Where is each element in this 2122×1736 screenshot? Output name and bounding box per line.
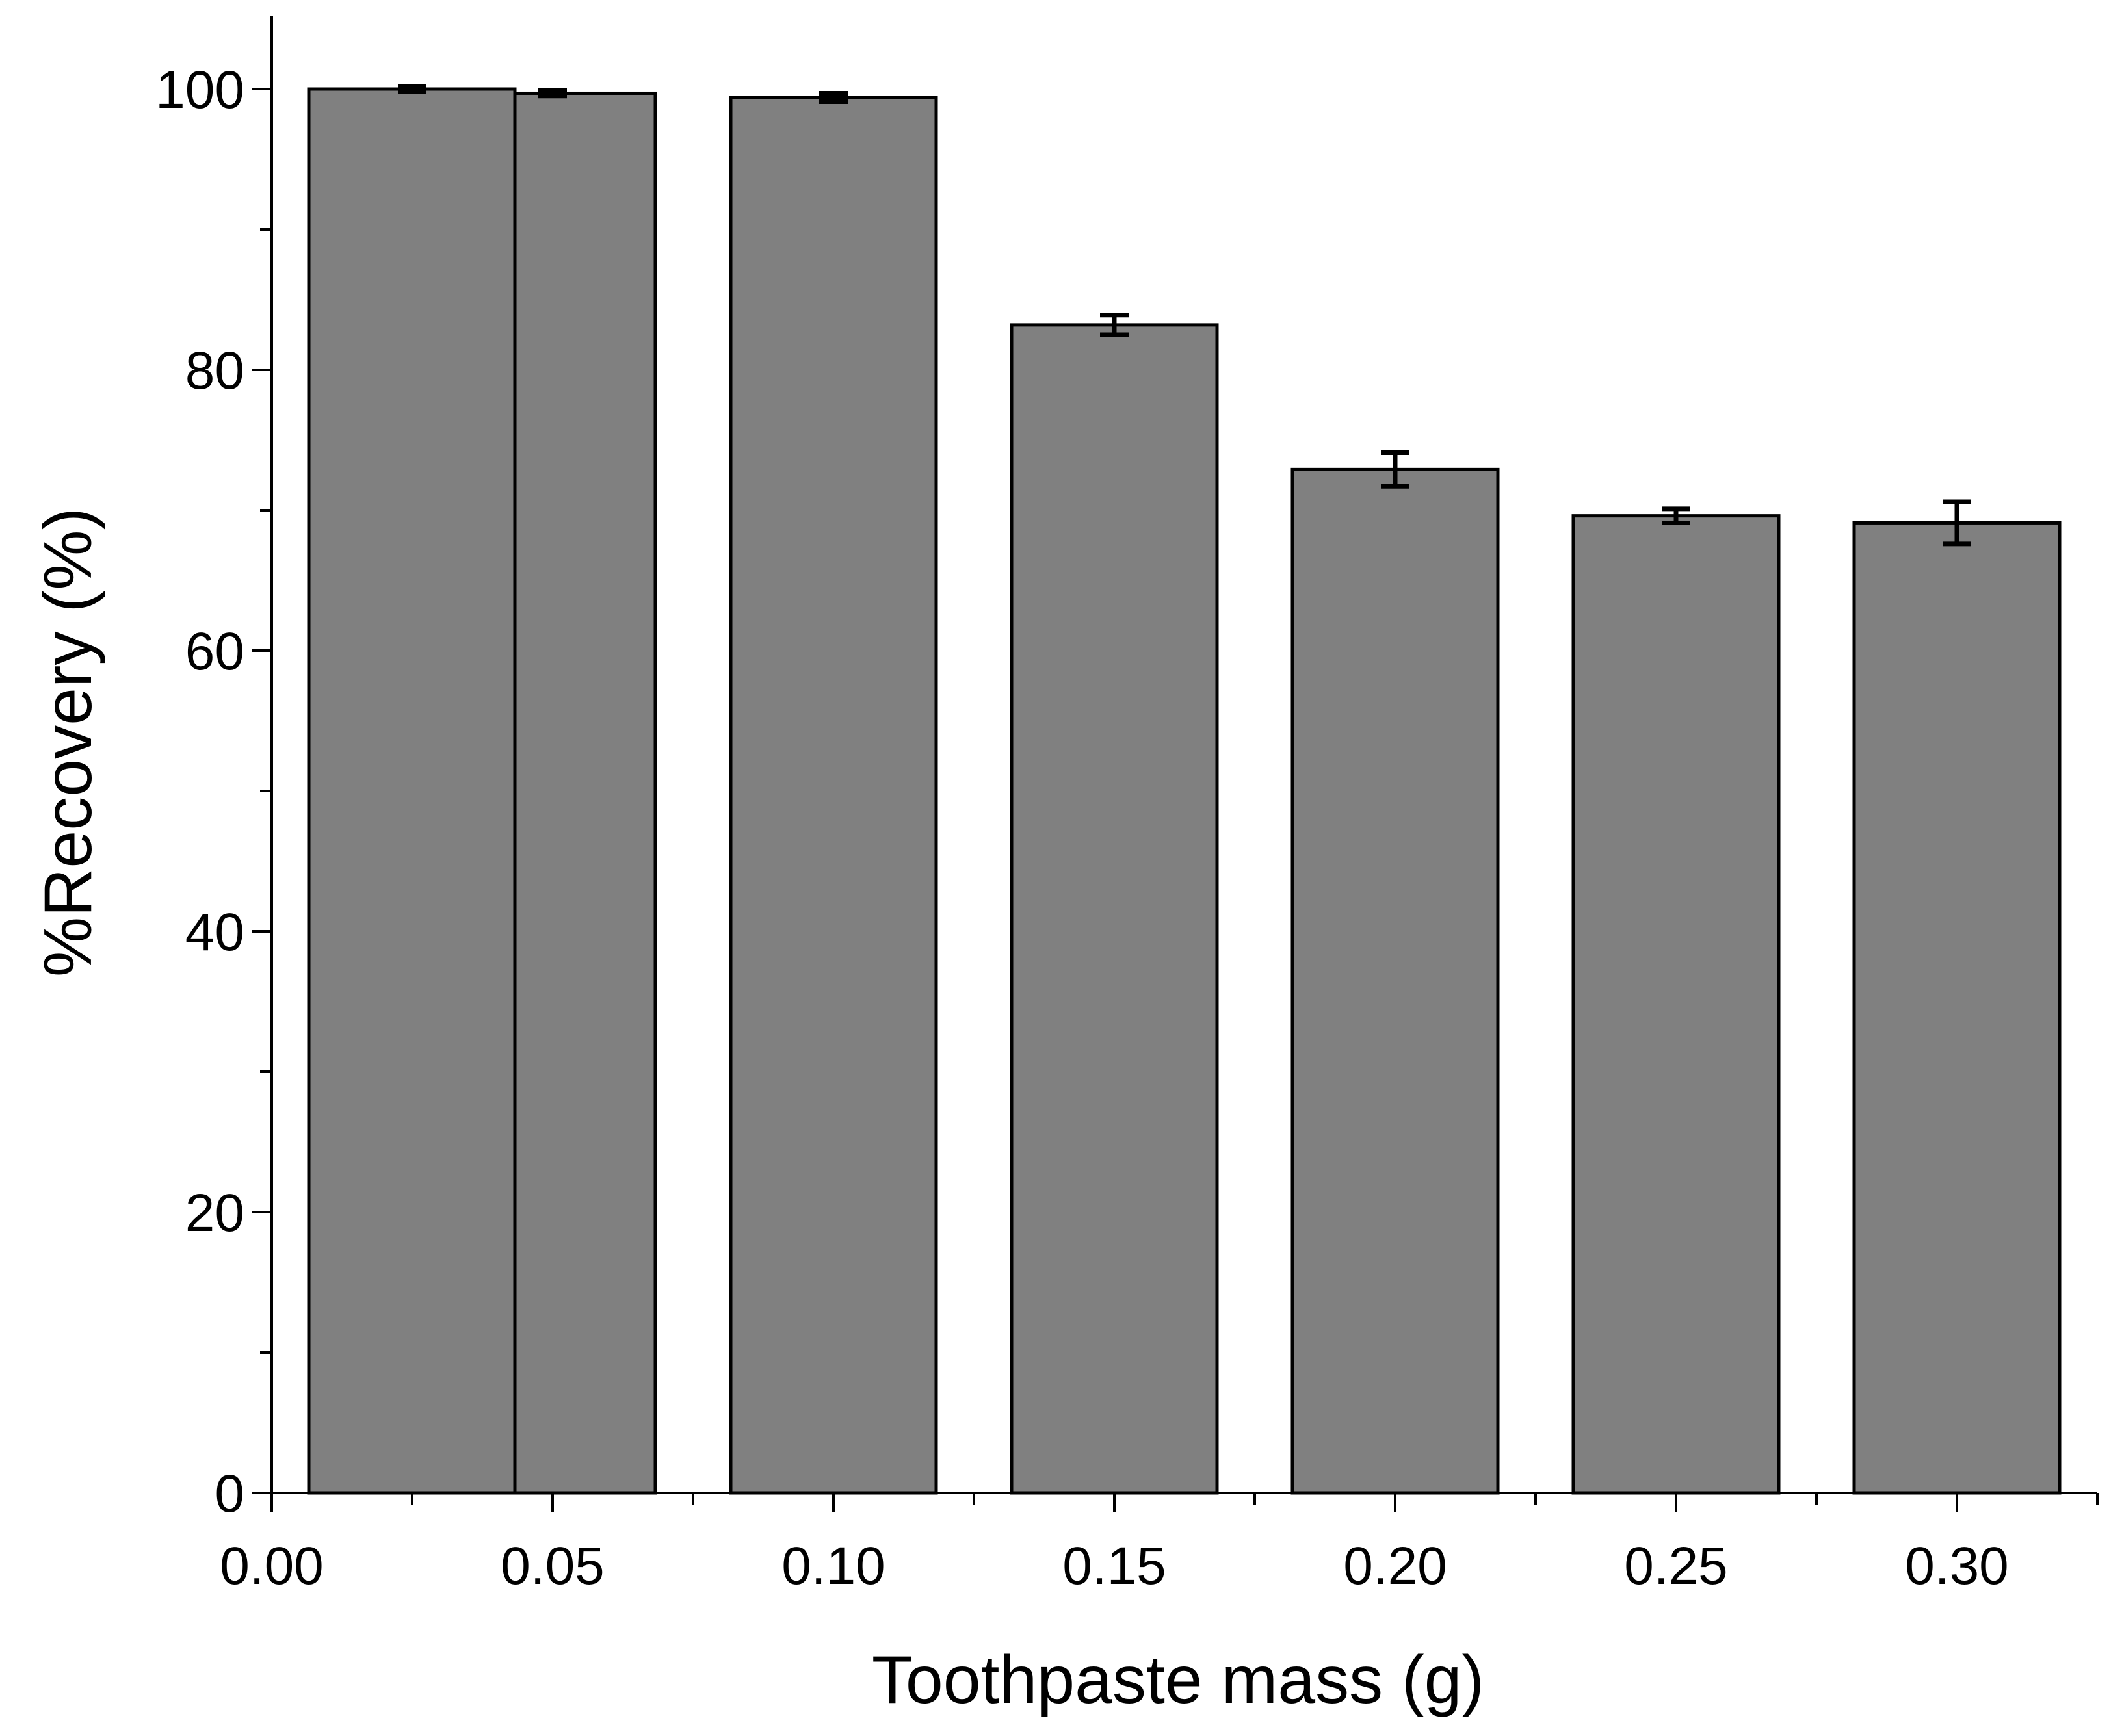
y-axis-title: %Recovery (%)	[31, 508, 106, 977]
bar	[729, 96, 938, 1495]
bar	[1571, 514, 1781, 1495]
error-bars-layer	[398, 84, 1971, 547]
x-tick-label: 0.25	[1624, 1536, 1728, 1596]
x-axis-title: Toothpaste mass (g)	[872, 1642, 1484, 1718]
bar	[1290, 467, 1500, 1495]
bar	[1010, 323, 1219, 1495]
bar	[307, 87, 517, 1495]
y-tick-label: 40	[185, 903, 244, 962]
y-tick-label: 60	[185, 622, 244, 681]
x-tick-label: 0.05	[501, 1536, 605, 1596]
bar	[1852, 521, 2062, 1495]
x-tick-label: 0.30	[1905, 1536, 2009, 1596]
tick-labels-layer: 0 20 40 60 80 100 0.00 0.05 0.10 0.15 0.20 0.25 0.30	[155, 60, 2009, 1596]
x-tick-label: 0.10	[781, 1536, 885, 1596]
y-tick-label: 80	[185, 341, 244, 400]
axes-layer	[252, 16, 2099, 1512]
x-tick-label: 0.20	[1343, 1536, 1447, 1596]
bar	[513, 91, 657, 1495]
y-tick-label: 0	[215, 1464, 244, 1523]
y-tick-label: 100	[155, 60, 244, 120]
y-tick-label: 20	[185, 1184, 244, 1243]
bars-layer	[307, 87, 2062, 1495]
x-tick-label: 0.15	[1062, 1536, 1166, 1596]
x-tick-label: 0.00	[220, 1536, 324, 1596]
